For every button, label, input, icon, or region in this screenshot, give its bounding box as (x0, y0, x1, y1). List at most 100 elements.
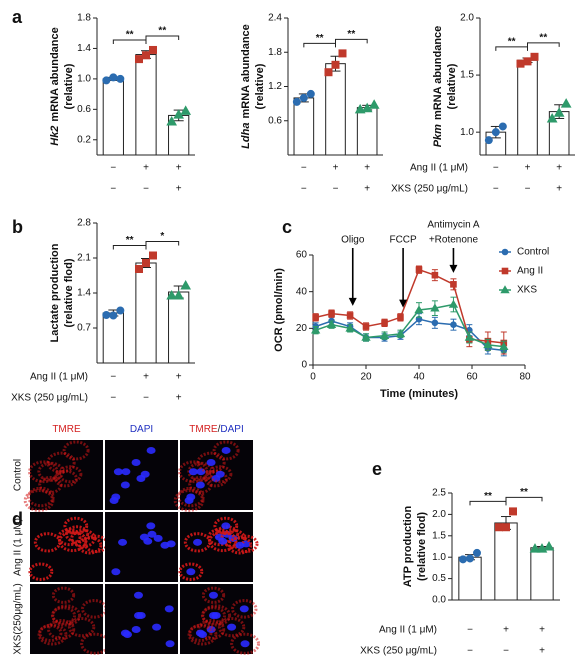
point (324, 68, 333, 77)
nucleus (197, 630, 207, 638)
point (473, 548, 481, 557)
point (397, 314, 404, 321)
nucleus (122, 630, 132, 638)
cell-mito (201, 586, 226, 604)
condition-mark: + (176, 372, 182, 383)
cell-mito (231, 599, 258, 619)
point (560, 98, 572, 108)
cell-mito (57, 528, 82, 547)
condition-label: Ang II (1 μM) (410, 163, 468, 174)
point (361, 332, 371, 341)
point (102, 311, 111, 319)
panel-letter: d (12, 509, 23, 529)
y-axis-label: ATP production (402, 505, 414, 587)
micrograph (23, 440, 103, 512)
y-axis-label: OCR (pmol/min) (273, 268, 285, 352)
point (326, 319, 337, 328)
micrograph-bg (30, 440, 103, 510)
y-tick-label: 1.4 (77, 43, 91, 54)
significance-bracket (505, 496, 543, 502)
nucleus (227, 623, 237, 631)
cell-mito (70, 528, 97, 548)
point (466, 554, 474, 563)
bar (135, 262, 157, 364)
nucleus (118, 538, 128, 546)
point (368, 99, 380, 109)
condition-mark: − (301, 184, 307, 195)
point (116, 74, 125, 83)
condition-mark: − (110, 163, 116, 174)
panel-letter: a (12, 7, 23, 27)
cell-mito (67, 616, 96, 638)
gene-name: Pkm (432, 124, 444, 147)
y-axis-label-part: mRNA abundance (49, 27, 61, 121)
significance-label: ** (539, 32, 547, 43)
point (135, 55, 143, 64)
point (495, 523, 503, 532)
annotation-text: FCCP (389, 235, 417, 246)
y-axis-label-sub: (relative) (254, 63, 266, 109)
point (502, 523, 510, 532)
significance-bracket (335, 38, 368, 44)
point (431, 271, 439, 279)
condition-mark: − (467, 646, 473, 657)
cell-mito (217, 616, 246, 638)
point (553, 107, 565, 117)
condition-mark: + (556, 163, 562, 174)
annotation-text: +Rotenone (429, 235, 479, 246)
y-axis-label: Lactate production (49, 243, 61, 342)
micrograph (173, 440, 253, 512)
column-label-part: DAPI (130, 424, 153, 435)
point (523, 57, 532, 66)
nucleus (113, 468, 123, 476)
nucleus (131, 458, 141, 466)
y-tick-label: 1.5 (460, 70, 474, 81)
condition-mark: − (525, 184, 531, 195)
significance-label: ** (316, 33, 324, 44)
cell-mito (38, 624, 63, 642)
y-tick-label: 1.0 (460, 127, 474, 138)
significance-label: ** (347, 29, 355, 40)
point (509, 507, 517, 516)
nucleus (184, 496, 194, 504)
point (292, 97, 301, 106)
point (328, 310, 335, 317)
nucleus (221, 446, 231, 454)
y-tick-label: 40 (296, 286, 308, 297)
point (498, 122, 507, 131)
cell-mito (51, 586, 76, 604)
cell-mito (23, 489, 55, 512)
nucleus (215, 470, 225, 478)
nucleus (164, 605, 174, 613)
annotation-arrowhead (449, 264, 458, 273)
bar (458, 556, 482, 601)
panel-letter: b (12, 217, 23, 237)
x-tick-label: 0 (310, 372, 316, 383)
nucleus (120, 481, 130, 489)
nucleus (131, 625, 141, 633)
point (501, 267, 509, 275)
nucleus (133, 591, 143, 599)
y-tick-label: 1.5 (432, 530, 446, 541)
condition-mark: + (143, 163, 149, 174)
significance-bracket (469, 500, 507, 506)
nucleus (186, 568, 196, 576)
cell-mito (188, 624, 213, 642)
point (299, 93, 308, 102)
nucleus (240, 640, 250, 648)
y-tick-label: 0.6 (268, 115, 282, 126)
condition-mark: + (143, 372, 149, 383)
condition-mark: − (143, 393, 149, 404)
y-tick-label: 0 (301, 360, 307, 371)
nucleus (121, 468, 131, 476)
nucleus (206, 458, 216, 466)
y-tick-label: 20 (296, 323, 308, 334)
cell-mito (37, 623, 68, 646)
point (173, 109, 185, 119)
significance-label: ** (126, 235, 134, 246)
y-tick-label: 0.2 (77, 134, 91, 145)
condition-mark: + (333, 163, 339, 174)
point (381, 319, 388, 327)
row-label: XKS(250μg/mL) (13, 583, 24, 654)
nucleus (146, 446, 156, 454)
